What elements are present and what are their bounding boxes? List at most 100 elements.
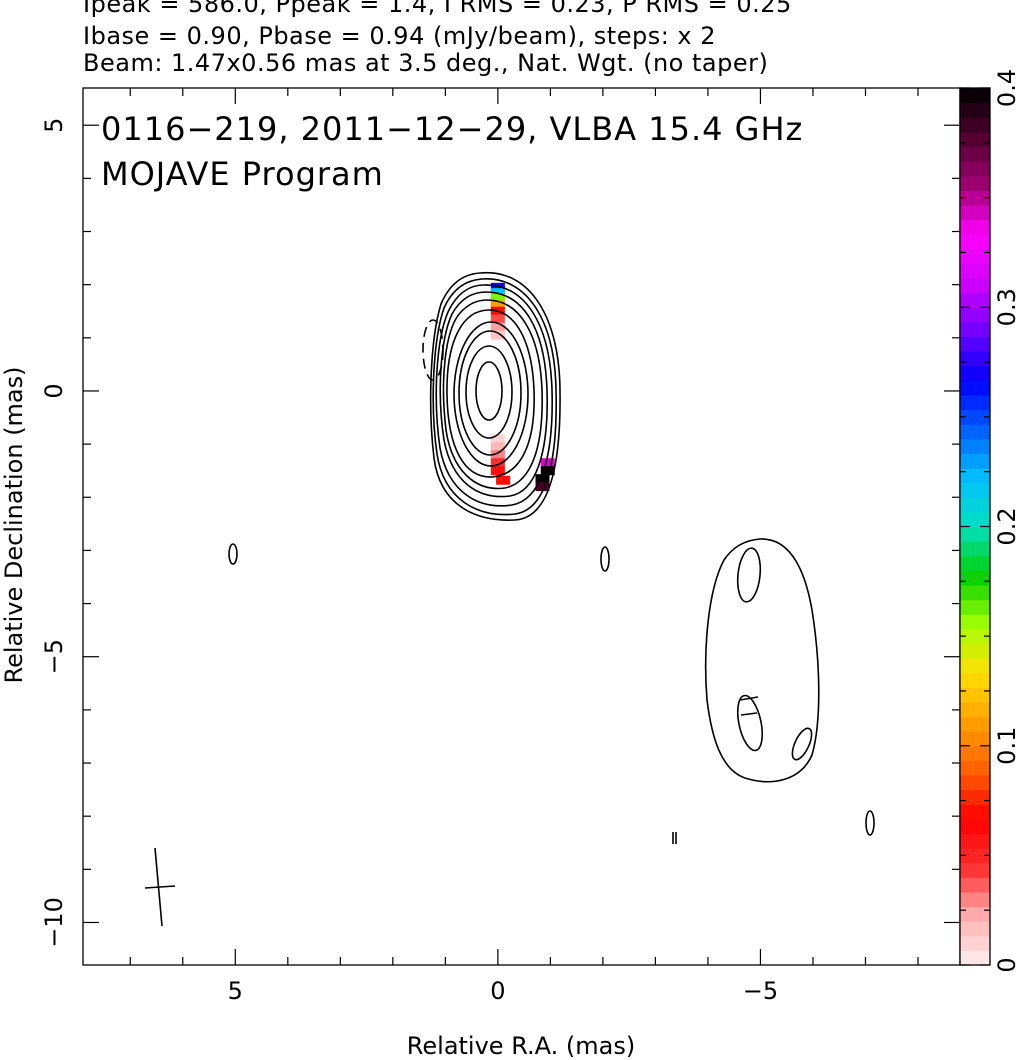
colorbar-segment <box>960 687 990 703</box>
contour-core-1 <box>475 361 503 421</box>
intensity-contours <box>228 271 875 844</box>
colorbar-segment <box>960 921 990 937</box>
y-tick-label: 5 <box>40 118 68 133</box>
colorbar-segment <box>960 541 990 557</box>
colorbar-segment <box>960 146 990 162</box>
colorbar-segment <box>960 263 990 279</box>
colorbar-segment <box>960 818 990 835</box>
contour-isolated-2 <box>600 546 610 572</box>
x-axis-label: Relative R.A. (mas) <box>407 1032 635 1060</box>
plot-title-line2: MOJAVE Program <box>101 155 384 193</box>
colorbar-ticks: 0 0.1 0.2 0.3 0.4 <box>960 69 1021 973</box>
header-base-levels: Ibase = 0.90, Pbase = 0.94 (mJy/beam), s… <box>83 22 717 50</box>
contour-core-10 <box>429 271 561 521</box>
colorbar-segment <box>960 643 990 659</box>
colorbar-tick-label: 0.1 <box>993 727 1021 765</box>
polarization-pixel <box>490 466 505 476</box>
colorbar-segment <box>960 453 990 469</box>
polarization-pixel <box>535 482 550 492</box>
colorbar-segment <box>960 234 990 250</box>
colorbar-segment <box>960 336 990 352</box>
colorbar-segment <box>960 424 990 440</box>
contour-isolated-4 <box>672 832 677 844</box>
contour-core-9 <box>432 278 557 516</box>
colorbar-segment <box>960 409 990 425</box>
colorbar-segment <box>960 891 990 908</box>
axis-ticks: 5 0 −5 5 0 −5 −10 <box>40 88 960 1005</box>
contour-jet-knot-1 <box>736 547 762 603</box>
contour-jet-knot-2 <box>736 694 764 752</box>
colorbar-segment <box>960 102 990 118</box>
colorbar-tick-label: 0.2 <box>993 507 1021 545</box>
polarization-pixel <box>490 300 505 310</box>
colorbar-segment <box>960 833 990 849</box>
colorbar-segment <box>960 380 990 396</box>
colorbar-segment <box>960 278 990 294</box>
contour-jet-knot-2-marks <box>739 696 759 716</box>
colorbar-segment <box>960 511 990 528</box>
beam-minor-axis <box>144 885 176 889</box>
colorbar-segment <box>960 555 990 571</box>
colorbar-segment <box>960 599 990 615</box>
header-peak-rms: Ipeak = 586.0, Ppeak = 1.4, I RMS = 0.23… <box>83 0 792 18</box>
polarization-pixel <box>496 475 511 485</box>
y-tick-label: −5 <box>40 639 68 674</box>
colorbar-segment <box>960 219 990 235</box>
colorbar-segment <box>960 497 990 513</box>
colorbar <box>960 88 990 966</box>
colorbar-segment <box>960 394 990 411</box>
contour-jet-outer <box>704 538 820 783</box>
colorbar-segment <box>960 848 990 864</box>
colorbar-segment <box>960 292 990 308</box>
x-tick-label: −5 <box>743 977 778 1005</box>
colorbar-segment <box>960 117 990 133</box>
colorbar-segment <box>960 614 990 630</box>
polarization-pixel <box>490 293 505 303</box>
colorbar-segment <box>960 877 990 893</box>
colorbar-segment <box>960 161 990 177</box>
contour-core-4 <box>453 321 529 467</box>
polarization-pixel <box>535 474 550 484</box>
polarization-pixel <box>490 322 505 332</box>
colorbar-segment <box>960 351 990 367</box>
polarization-pixel <box>490 434 505 444</box>
colorbar-segment <box>960 204 990 221</box>
beam-marker <box>144 847 176 927</box>
contour-isolated-1 <box>228 543 238 565</box>
contour-core-7 <box>439 291 548 498</box>
contour-core-3 <box>458 330 522 456</box>
colorbar-segment <box>960 906 990 922</box>
colorbar-segment <box>960 468 990 484</box>
colorbar-segment <box>960 570 990 586</box>
colorbar-segment <box>960 672 990 688</box>
contour-jet-knot-3 <box>791 727 813 761</box>
colorbar-segment <box>960 248 990 264</box>
polarization-pixel <box>490 458 505 468</box>
colorbar-segment <box>960 190 990 206</box>
colorbar-segment <box>960 731 990 747</box>
colorbar-segment <box>960 658 990 674</box>
colorbar-segment <box>960 131 990 148</box>
polarization-pixel <box>490 450 505 460</box>
polarization-pixel <box>490 442 505 452</box>
contour-isolated-3 <box>865 810 875 836</box>
colorbar-segment <box>960 584 990 601</box>
colorbar-tick-label: 0.4 <box>993 69 1021 107</box>
polarization-pixel <box>490 314 505 324</box>
contour-core-8 <box>435 284 553 507</box>
colorbar-tick-label: 0.3 <box>993 288 1021 326</box>
contour-core-6 <box>442 299 543 490</box>
colorbar-segment <box>960 365 990 381</box>
colorbar-segment <box>960 935 990 951</box>
colorbar-segment <box>960 701 990 718</box>
colorbar-segment <box>960 804 990 820</box>
colorbar-segment <box>960 716 990 732</box>
plot-frame <box>82 87 961 966</box>
header-beam-info: Beam: 1.47x0.56 mas at 3.5 deg., Nat. Wg… <box>83 49 769 77</box>
colorbar-segment <box>960 307 990 323</box>
polarization-pixel <box>540 466 555 476</box>
colorbar-segment <box>960 628 990 645</box>
plot-title-line1: 0116−219, 2011−12−29, VLBA 15.4 GHz <box>101 110 803 148</box>
colorbar-segment <box>960 321 990 338</box>
colorbar-segment <box>960 774 990 791</box>
